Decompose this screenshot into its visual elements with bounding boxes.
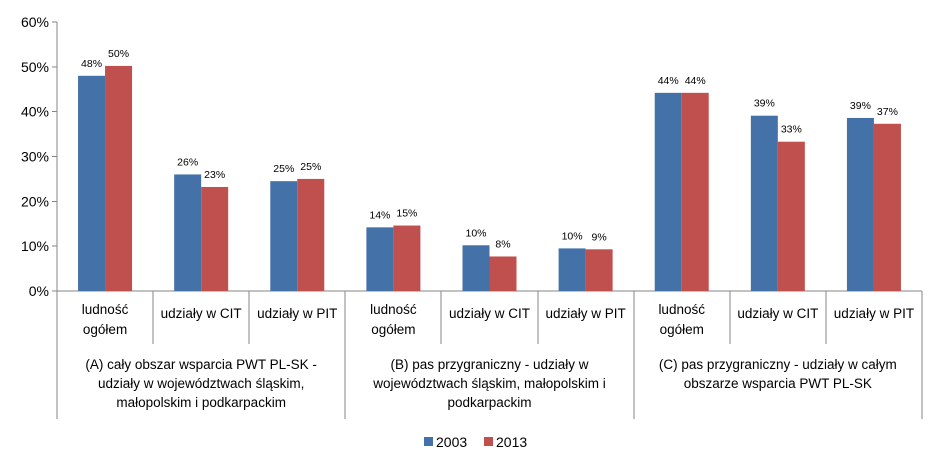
bar-2013-8 xyxy=(777,141,805,291)
bar-2003-1 xyxy=(78,75,106,291)
legend-swatch-2013 xyxy=(484,437,493,446)
bar-2003-3 xyxy=(270,181,298,291)
group-label: (B) pas przygraniczny - udziały w xyxy=(390,357,588,372)
y-tick-label: 20% xyxy=(21,193,49,209)
category-label: ogółem xyxy=(83,322,127,337)
y-tick-label: 40% xyxy=(21,104,49,120)
data-label-2003: 48% xyxy=(81,58,102,70)
data-label-2003: 25% xyxy=(273,163,294,175)
y-tick-label: 30% xyxy=(21,149,49,165)
bar-2013-6 xyxy=(585,249,613,291)
data-label-2003: 39% xyxy=(754,98,775,110)
bar-2013-7 xyxy=(681,92,709,291)
category-label: udziały w CIT xyxy=(737,306,818,321)
data-label-2003: 10% xyxy=(562,230,583,242)
category-label: udziały w PIT xyxy=(834,306,914,321)
y-tick-label: 0% xyxy=(29,283,49,299)
data-label-2003: 44% xyxy=(658,75,679,87)
bar-2003-2 xyxy=(174,174,202,291)
bar-2013-2 xyxy=(201,186,229,291)
group-label: udziały w województwach śląskim, xyxy=(98,376,304,391)
group-label: (A) cały obszar wsparcia PWT PL-SK - xyxy=(85,357,317,372)
data-label-2013: 8% xyxy=(495,238,510,250)
legend-swatch-2003 xyxy=(424,437,433,446)
bar-2003-6 xyxy=(558,248,586,291)
bar-2003-9 xyxy=(846,117,874,292)
data-label-2013: 9% xyxy=(592,231,607,243)
bar-2003-7 xyxy=(654,92,682,291)
group-label: województwach śląskim, małopolskim i xyxy=(372,376,606,391)
bar-2003-4 xyxy=(366,227,394,291)
category-label: ogółem xyxy=(660,322,704,337)
category-label: ludność xyxy=(658,302,705,317)
category-label: udziały w CIT xyxy=(161,306,242,321)
data-label-2013: 23% xyxy=(204,169,225,181)
category-label: udziały w PIT xyxy=(257,306,337,321)
bar-2013-4 xyxy=(393,225,421,291)
bar-2013-5 xyxy=(489,256,517,291)
data-label-2003: 26% xyxy=(177,156,198,168)
data-label-2013: 15% xyxy=(396,208,417,220)
data-label-2013: 44% xyxy=(685,75,706,87)
category-label: ludność xyxy=(82,302,129,317)
data-label-2013: 25% xyxy=(300,161,321,173)
y-tick-label: 60% xyxy=(21,14,49,30)
bar-2003-5 xyxy=(462,245,490,291)
group-label: małopolskim i podkarpackim xyxy=(116,395,286,410)
legend-label-2013: 2013 xyxy=(496,434,527,450)
bar-2013-1 xyxy=(105,65,133,291)
y-tick-label: 10% xyxy=(21,238,49,254)
data-label-2003: 39% xyxy=(850,100,871,112)
bar-2013-3 xyxy=(297,178,325,291)
category-label: ogółem xyxy=(371,322,415,337)
bar-2003-8 xyxy=(750,115,778,292)
data-label-2013: 33% xyxy=(781,124,802,136)
group-label: podkarpackim xyxy=(447,395,531,410)
data-label-2003: 10% xyxy=(465,227,486,239)
category-label: udziały w CIT xyxy=(449,306,530,321)
legend-label-2003: 2003 xyxy=(436,434,467,450)
data-label-2013: 37% xyxy=(877,106,898,118)
data-label-2003: 14% xyxy=(369,209,390,221)
bar-2013-9 xyxy=(873,123,901,291)
category-label: ludność xyxy=(370,302,417,317)
group-label: obszarze wsparcia PWT PL-SK xyxy=(684,376,872,391)
category-label: udziały w PIT xyxy=(545,306,625,321)
group-label: (C) pas przygraniczny - udziały w całym xyxy=(659,357,897,372)
data-label-2013: 50% xyxy=(108,48,129,60)
y-tick-label: 50% xyxy=(21,59,49,75)
